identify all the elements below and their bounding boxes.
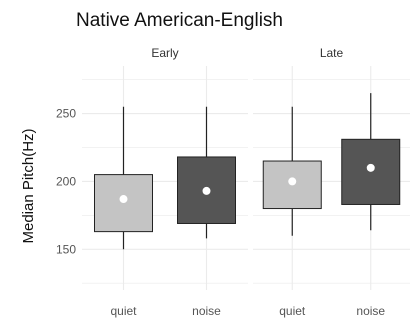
x-tick-label: noise (356, 304, 385, 318)
y-tick-label: 250 (56, 107, 76, 121)
plot-area: 150 200 250 Early quiet noise Late quiet noise (56, 46, 410, 318)
panel-strip-label: Late (320, 46, 344, 60)
mean-marker (119, 195, 128, 204)
mean-marker (288, 177, 297, 186)
mean-marker (366, 163, 375, 172)
panel-strip-label: Early (151, 46, 178, 60)
x-tick-label: quiet (110, 304, 137, 318)
chart-title: Native American-English (76, 10, 283, 31)
mean-marker (202, 186, 211, 195)
y-tick-label: 200 (56, 174, 76, 188)
y-axis-label: Median Pitch(Hz) (20, 128, 37, 243)
x-tick-label: quiet (279, 304, 306, 318)
x-tick-label: noise (192, 304, 221, 318)
y-tick-label: 150 (56, 242, 76, 256)
box-noise (341, 138, 401, 205)
box-quiet (94, 174, 153, 233)
